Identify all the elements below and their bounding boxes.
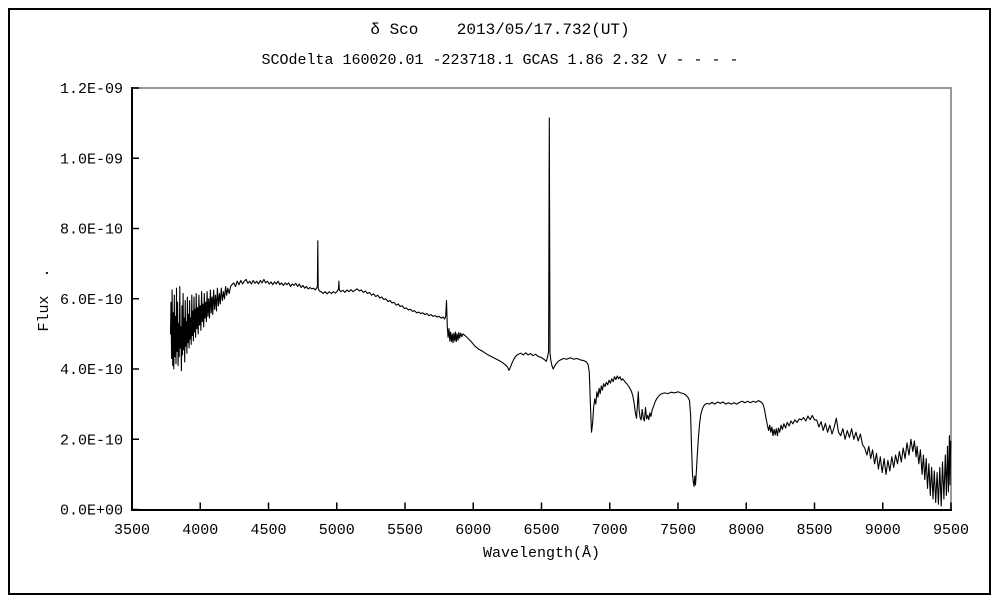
y-tick-label: 8.0E-10 bbox=[60, 222, 123, 239]
x-tick-label: 6000 bbox=[455, 522, 491, 539]
x-tick-label: 5500 bbox=[387, 522, 423, 539]
x-tick-label: 5000 bbox=[319, 522, 355, 539]
y-tick-label: 1.0E-09 bbox=[60, 151, 123, 168]
y-tick-label: 2.0E-10 bbox=[60, 432, 123, 449]
x-tick-label: 7000 bbox=[592, 522, 628, 539]
chart-title: δ Sco 2013/05/17.732(UT) bbox=[370, 21, 630, 39]
spectrum-line bbox=[169, 117, 952, 507]
x-tick-label: 4500 bbox=[250, 522, 286, 539]
x-tick-label: 8500 bbox=[796, 522, 832, 539]
chart-subtitle: SCOdelta 160020.01 -223718.1 GCAS 1.86 2… bbox=[261, 52, 739, 69]
x-tick-label: 9000 bbox=[865, 522, 901, 539]
x-tick-label: 7500 bbox=[660, 522, 696, 539]
x-axis-label: Wavelength(Å) bbox=[482, 545, 601, 562]
x-tick-label: 3500 bbox=[114, 522, 150, 539]
y-tick-label: 4.0E-10 bbox=[60, 362, 123, 379]
axis-ticks: 3500 4000 4500 5000 5500 6000 6500 7000 7500 8000… bbox=[60, 81, 969, 539]
x-tick-label: 9500 bbox=[933, 522, 969, 539]
x-tick-label: 6500 bbox=[523, 522, 559, 539]
y-tick-label: 1.2E-09 bbox=[60, 81, 123, 98]
y-tick-label: 0.0E+00 bbox=[60, 503, 123, 520]
x-tick-label: 4000 bbox=[182, 522, 218, 539]
x-tick-label: 8000 bbox=[728, 522, 764, 539]
y-tick-label: 6.0E-10 bbox=[60, 292, 123, 309]
